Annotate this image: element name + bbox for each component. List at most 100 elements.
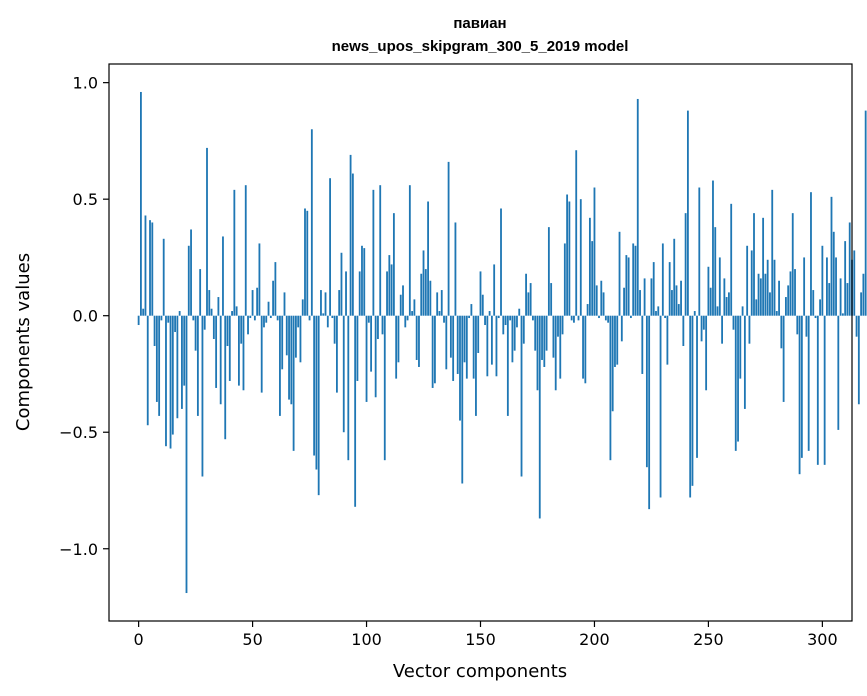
bar [655,311,657,316]
bar [705,315,708,391]
bar [810,192,812,316]
bar [561,315,564,335]
bar [477,315,480,353]
bar [668,262,671,316]
bar [529,283,532,316]
bar [693,311,696,316]
bar [267,301,270,316]
bar [630,315,632,319]
bar [169,315,172,449]
bar [632,243,635,316]
bar [570,315,573,321]
bar [445,315,448,370]
bar [331,315,334,319]
bar [187,245,190,316]
bar [310,129,313,316]
bar [486,315,489,377]
bar [573,315,575,323]
bar [826,257,828,316]
bar [782,315,785,402]
bar [308,315,311,321]
bar [814,315,817,319]
bar [404,315,407,328]
bar [750,250,753,316]
bar [584,315,587,384]
bar [730,203,733,316]
bar [657,306,660,316]
bar [732,315,735,330]
bar [162,238,165,316]
bar [746,245,749,316]
bar [472,315,475,379]
bar [557,315,559,337]
bar [698,187,701,316]
y-tick-label: −1.0 [59,540,98,559]
bar [158,315,161,416]
bar [281,315,284,370]
bar [579,199,582,316]
bar [753,213,755,316]
bar [623,287,625,316]
bar [240,315,243,344]
bar [696,315,698,458]
bar [675,285,678,316]
bar [201,315,204,477]
bar [691,315,694,486]
bar [509,315,512,321]
bar [381,315,384,335]
bar [210,308,213,316]
bar [614,315,616,367]
bar [374,315,377,398]
bar [383,315,386,461]
bar [454,222,457,316]
bar [862,273,865,316]
bar [627,257,630,316]
bar [787,285,790,316]
bar [723,278,726,316]
bar [547,227,550,316]
bar [709,287,712,316]
bar [773,259,776,316]
bar [199,269,202,316]
bar [402,285,404,316]
bar [324,292,327,316]
bar [618,231,621,316]
bar [800,315,803,458]
bar [418,315,420,367]
bar [504,315,507,326]
bar [347,315,350,461]
bar [819,299,821,316]
bar [784,297,787,316]
bar [463,315,466,363]
bar [178,311,181,316]
bar [525,273,527,316]
bar [290,315,293,405]
bar [219,315,222,405]
bar [604,315,607,321]
bar [377,315,379,340]
bar [682,315,685,346]
bar [748,315,751,344]
bar [857,315,860,405]
bar [545,315,548,351]
bar [641,315,644,374]
bar [639,290,641,316]
x-tick-label: 150 [465,630,496,649]
bar [249,315,252,319]
bar [582,315,584,379]
bar [493,264,496,316]
bar [342,315,345,433]
bar [541,315,543,360]
bar [500,208,502,316]
bar [700,315,703,342]
bar [429,280,432,316]
bar [228,315,231,381]
bar [684,213,687,316]
bar [260,315,263,393]
bar [475,315,477,416]
x-axis-label: Vector components [393,661,567,682]
bar [864,110,867,316]
bar [832,231,835,316]
bar [363,248,366,316]
